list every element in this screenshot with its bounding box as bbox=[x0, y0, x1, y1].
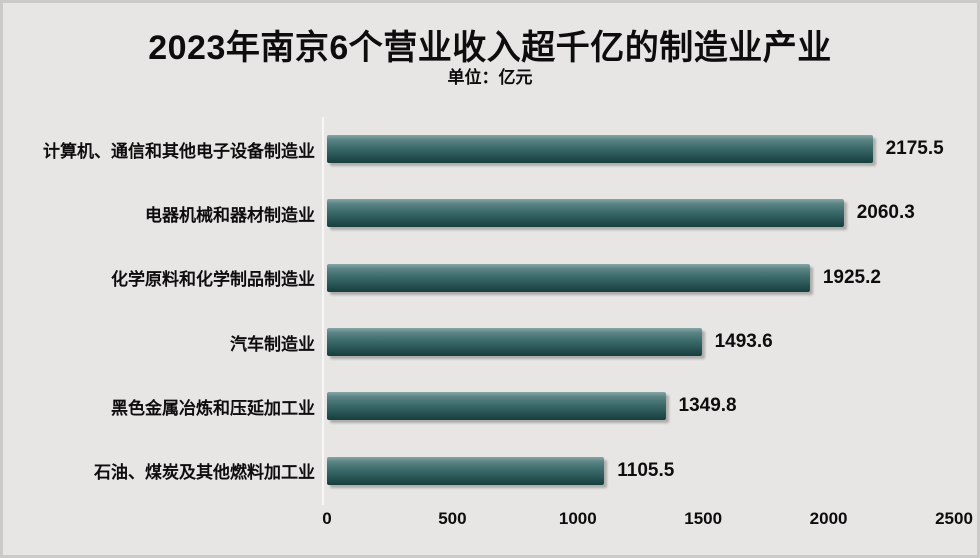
bar bbox=[327, 392, 666, 421]
x-tick-label: 2500 bbox=[935, 509, 973, 528]
category-label: 汽车制造业 bbox=[230, 334, 315, 354]
x-axis: 0 500 1000 1500 2000 2500 bbox=[3, 509, 977, 539]
bar-track: 1493.6 bbox=[327, 328, 977, 357]
x-tick-label: 1500 bbox=[684, 509, 723, 528]
x-tick-label: 500 bbox=[438, 509, 467, 528]
value-label: 1925.2 bbox=[822, 266, 881, 288]
value-label: 1493.6 bbox=[714, 331, 773, 353]
x-tick-label: 2000 bbox=[809, 509, 848, 528]
category-label: 石油、煤炭及其他燃料加工业 bbox=[94, 463, 315, 483]
bar-track: 1925.2 bbox=[327, 263, 977, 292]
category-label: 化学原料和化学制品制造业 bbox=[111, 270, 315, 290]
bar bbox=[327, 328, 702, 357]
bar bbox=[327, 456, 605, 485]
category-label: 电器机械和器材制造业 bbox=[145, 205, 315, 225]
bar-row: 石油、煤炭及其他燃料加工业 1105.5 bbox=[3, 438, 977, 502]
y-axis-line bbox=[322, 117, 324, 505]
chart-unit-label: 单位：亿元 bbox=[447, 68, 533, 87]
bar-track: 2060.3 bbox=[327, 199, 977, 228]
x-tick-label: 0 bbox=[322, 509, 332, 528]
x-tick-label: 1000 bbox=[558, 509, 597, 528]
value-label: 2060.3 bbox=[856, 202, 915, 224]
bar bbox=[327, 199, 844, 228]
category-label: 黑色金属冶炼和压延加工业 bbox=[111, 398, 315, 418]
bar-row: 黑色金属冶炼和压延加工业 1349.8 bbox=[3, 374, 977, 438]
chart-title: 2023年南京6个营业收入超千亿的制造业产业 bbox=[148, 29, 832, 67]
bar-row: 电器机械和器材制造业 2060.3 bbox=[3, 181, 977, 245]
value-label: 1105.5 bbox=[617, 459, 675, 481]
bar-row: 汽车制造业 1493.6 bbox=[3, 310, 977, 374]
bar-track: 1349.8 bbox=[327, 392, 977, 421]
bar-row: 计算机、通信和其他电子设备制造业 2175.5 bbox=[3, 117, 977, 181]
category-label: 计算机、通信和其他电子设备制造业 bbox=[43, 141, 315, 161]
bar bbox=[327, 263, 810, 292]
bar bbox=[327, 135, 873, 164]
bar-track: 1105.5 bbox=[327, 456, 977, 485]
bar-track: 2175.5 bbox=[327, 135, 977, 164]
value-label: 2175.5 bbox=[885, 138, 944, 160]
value-label: 1349.8 bbox=[678, 395, 737, 417]
bar-row: 化学原料和化学制品制造业 1925.2 bbox=[3, 246, 977, 310]
plot-area: 计算机、通信和其他电子设备制造业 2175.5 电器机械和器材制造业 2060.3 化学… bbox=[3, 117, 977, 503]
